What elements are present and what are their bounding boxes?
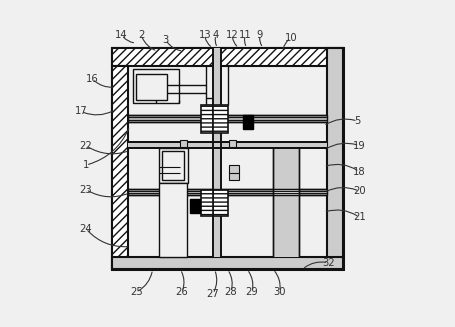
Bar [112, 48, 343, 66]
Bar [127, 115, 328, 122]
Bar [213, 48, 221, 257]
Text: 4: 4 [213, 30, 219, 40]
Bar [180, 140, 187, 147]
Bar [136, 74, 167, 100]
Text: 22: 22 [80, 141, 92, 151]
Bar [112, 66, 127, 269]
Text: 9: 9 [257, 30, 263, 40]
Text: 1: 1 [83, 160, 89, 170]
Bar [159, 183, 187, 257]
Bar [162, 151, 183, 180]
Text: 12: 12 [226, 30, 239, 40]
Bar [127, 142, 328, 148]
Bar [112, 257, 343, 269]
Text: 29: 29 [246, 287, 258, 297]
Bar [127, 66, 328, 257]
Text: 27: 27 [207, 289, 219, 299]
Bar [127, 189, 328, 196]
Text: 24: 24 [80, 224, 92, 233]
Text: 13: 13 [198, 30, 211, 40]
Bar [213, 105, 228, 132]
Text: 10: 10 [285, 33, 297, 43]
Text: 11: 11 [239, 30, 252, 40]
Text: 16: 16 [86, 74, 99, 84]
Bar [273, 148, 299, 257]
Text: 2: 2 [138, 30, 144, 40]
Text: 30: 30 [273, 287, 286, 297]
Bar [229, 140, 236, 147]
Bar [190, 199, 200, 213]
Bar [159, 148, 188, 183]
Bar [229, 172, 239, 180]
Bar [112, 48, 343, 269]
Bar [213, 190, 228, 215]
Bar [202, 190, 213, 215]
Text: 3: 3 [162, 35, 169, 45]
Text: 5: 5 [354, 116, 361, 126]
Bar [133, 69, 179, 103]
Text: 20: 20 [353, 186, 366, 196]
Text: 25: 25 [130, 287, 143, 297]
Text: 32: 32 [322, 258, 335, 268]
Text: 28: 28 [224, 287, 237, 297]
Bar [328, 48, 343, 269]
Text: 19: 19 [353, 141, 366, 151]
Text: 21: 21 [353, 212, 366, 222]
Bar [229, 165, 239, 173]
Text: 14: 14 [116, 30, 128, 40]
Text: 17: 17 [75, 106, 87, 116]
Text: 18: 18 [353, 167, 366, 177]
Bar [243, 115, 253, 129]
Text: 26: 26 [176, 287, 188, 297]
Bar [202, 105, 213, 132]
Text: 23: 23 [80, 184, 92, 195]
